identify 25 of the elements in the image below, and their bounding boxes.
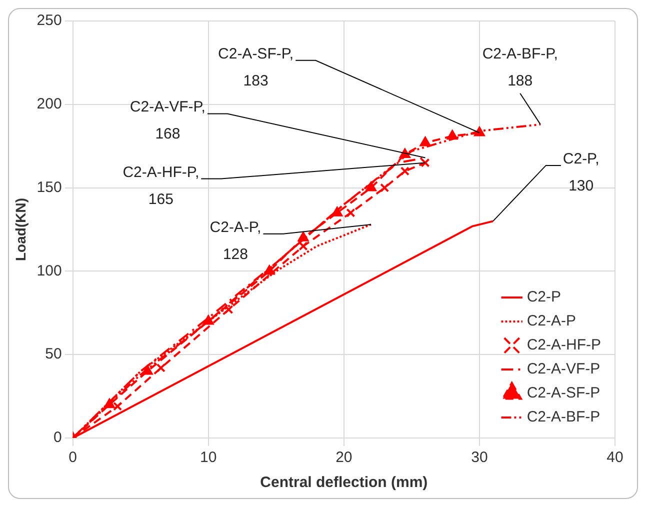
legend-label: C2-A-VF-P	[526, 360, 600, 378]
y-tick-label: 100	[36, 262, 62, 280]
annotation: C2-A-HF-P, 165	[122, 164, 200, 208]
y-tick-label: 250	[36, 12, 62, 30]
legend-label: C2-A-P	[526, 312, 576, 330]
y-tick-label: 50	[45, 346, 62, 363]
y-tick-label: 200	[36, 96, 62, 113]
y-axis-title: Load(KN)	[12, 198, 28, 261]
legend-label: C2-P	[526, 288, 562, 306]
y-tick-label: 150	[36, 178, 62, 196]
legend-label: C2-A-SF-P	[526, 384, 600, 402]
x-tick-label: 40	[606, 449, 624, 466]
x-tick-label: 0	[68, 449, 77, 466]
annotation: C2-A-VF-P, 168	[130, 98, 206, 143]
x-tick-label: 30	[471, 449, 488, 466]
x-tick-label: 20	[336, 449, 352, 466]
annotation: C2-A-SF-P, 183	[218, 45, 294, 90]
annotation: C2-A-P, 128	[210, 218, 262, 263]
y-tick-label: 0	[53, 429, 62, 446]
annotation: C2-A-BF-P, 188	[482, 45, 558, 90]
x-axis-title: Central deflection (mm)	[260, 474, 428, 492]
legend-label: C2-A-HF-P	[526, 336, 602, 354]
legend-label: C2-A-BF-P	[526, 408, 600, 426]
annotation: C2-P, 130	[562, 150, 600, 194]
x-tick-label: 10	[200, 449, 217, 466]
